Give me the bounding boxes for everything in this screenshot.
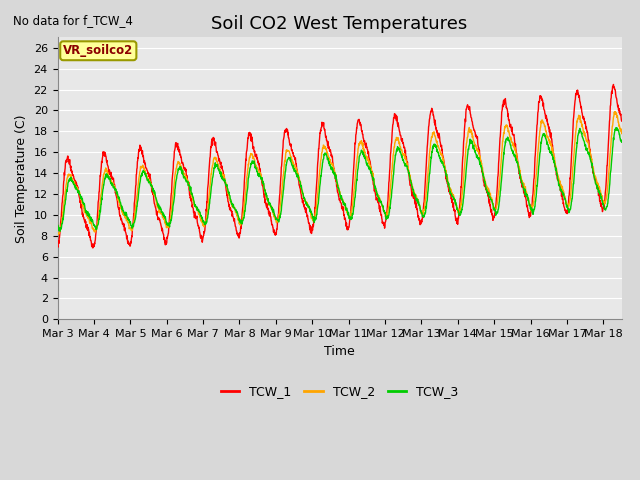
TCW_2 [602,200,609,206]
TCW_2 [611,108,619,114]
TCW_3 [56,228,64,234]
Y-axis label: Soil Temperature (C): Soil Temperature (C) [15,114,28,242]
X-axis label: Time: Time [324,345,355,358]
TCW_1 [314,173,321,179]
TCW_1 [618,118,625,124]
TCW_2 [498,148,506,154]
TCW_2 [602,198,609,204]
Title: Soil CO2 West Temperatures: Soil CO2 West Temperatures [211,15,468,33]
TCW_1 [83,225,90,230]
TCW_1 [602,188,609,193]
TCW_1 [328,153,336,159]
TCW_3 [328,165,336,171]
TCW_3 [498,170,506,176]
TCW_1 [89,245,97,251]
Line: TCW_2: TCW_2 [58,111,621,235]
TCW_3 [602,207,609,213]
Line: TCW_1: TCW_1 [58,84,621,248]
TCW_3 [612,125,620,131]
Text: No data for f_TCW_4: No data for f_TCW_4 [13,14,132,27]
TCW_3 [54,223,61,228]
TCW_3 [314,207,321,213]
TCW_2 [54,231,61,237]
TCW_1 [54,243,61,249]
Legend: TCW_1, TCW_2, TCW_3: TCW_1, TCW_2, TCW_3 [216,380,463,403]
TCW_2 [314,195,321,201]
TCW_1 [610,82,618,87]
TCW_2 [618,131,625,136]
TCW_3 [618,139,625,145]
TCW_2 [328,162,336,168]
TCW_1 [602,190,609,196]
TCW_1 [498,108,506,114]
TCW_2 [54,232,61,238]
TCW_2 [83,213,90,219]
TCW_3 [83,208,90,214]
Line: TCW_3: TCW_3 [58,128,621,231]
TCW_3 [602,206,609,212]
Text: VR_soilco2: VR_soilco2 [63,44,133,57]
